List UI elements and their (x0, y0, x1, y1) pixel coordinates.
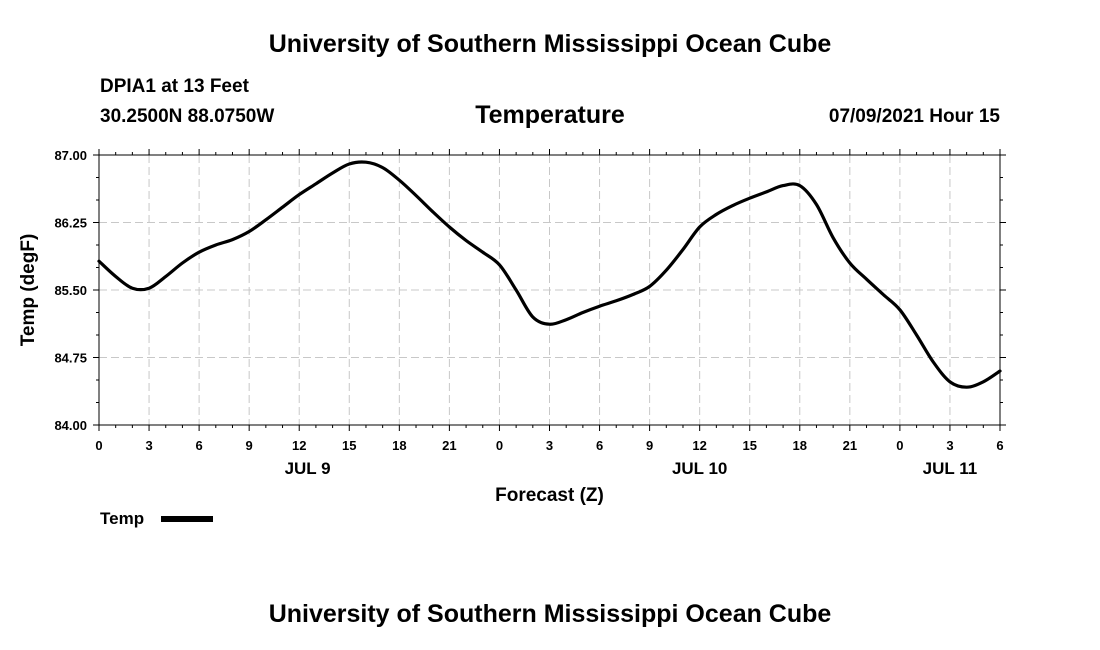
x-tick-label: 21 (843, 438, 857, 453)
y-tick-label: 86.25 (54, 216, 87, 231)
x-tick-label: 21 (442, 438, 456, 453)
chart-title: Temperature (475, 101, 625, 129)
x-tick-label: 15 (742, 438, 756, 453)
x-tick-label: 6 (195, 438, 202, 453)
x-tick-label: 0 (95, 438, 102, 453)
y-tick-label: 84.75 (54, 351, 87, 366)
x-tick-label: 3 (546, 438, 553, 453)
x-tick-label: 9 (246, 438, 253, 453)
y-tick-label: 87.00 (54, 148, 87, 163)
header-title: University of Southern Mississippi Ocean… (268, 30, 832, 58)
x-tick-label: 3 (145, 438, 152, 453)
station-coordinates: 30.2500N 88.0750W (100, 106, 275, 127)
x-tick-label: 12 (292, 438, 306, 453)
x-axis-label: Forecast (Z) (495, 485, 604, 506)
date-label: JUL 10 (672, 459, 727, 478)
plot-frame (98, 154, 1001, 426)
valid-time: 07/09/2021 Hour 15 (828, 106, 1000, 127)
x-tick-label: 18 (793, 438, 807, 453)
legend-label-temp: Temp (100, 509, 145, 528)
x-tick-label: 6 (596, 438, 603, 453)
legend-swatch-temp (161, 516, 213, 522)
station-label: DPIA1 at 13 Feet (100, 76, 249, 97)
series-line-temp (97, 160, 1002, 389)
x-tick-label: 0 (496, 438, 503, 453)
y-axis-label: Temp (degF) (18, 234, 39, 347)
x-tick-label: 18 (392, 438, 406, 453)
x-tick-label: 3 (946, 438, 953, 453)
y-tick-label: 85.50 (54, 283, 87, 298)
footer-title: University of Southern Mississippi Ocean… (268, 600, 832, 628)
date-label: JUL 9 (285, 459, 331, 478)
x-tick-label: 15 (342, 438, 356, 453)
x-tick-label: 0 (896, 438, 903, 453)
x-tick-label: 9 (646, 438, 653, 453)
date-label: JUL 11 (923, 459, 978, 478)
x-tick-label: 12 (692, 438, 706, 453)
x-tick-label: 6 (996, 438, 1003, 453)
y-tick-label: 84.00 (54, 418, 87, 433)
